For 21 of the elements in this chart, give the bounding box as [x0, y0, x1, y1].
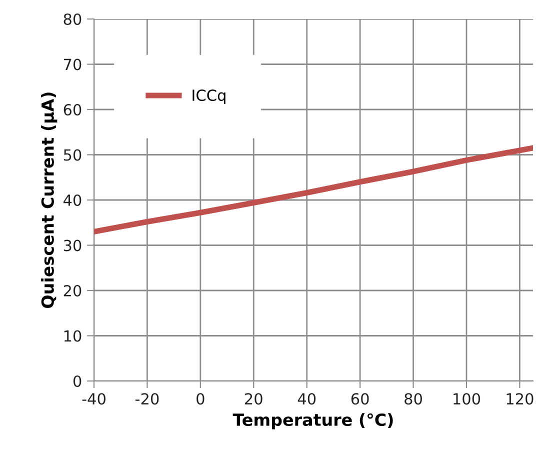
y-tick-label: 50: [64, 149, 82, 161]
x-tick-label: 80: [404, 393, 422, 405]
x-tick-label: 40: [298, 393, 316, 405]
x-tick-label: 100: [454, 393, 480, 405]
y-tick-label: 10: [64, 330, 82, 342]
y-tick-label: 80: [64, 13, 82, 26]
x-tick-label: 20: [245, 393, 262, 405]
x-tick-label: -20: [135, 393, 159, 405]
legend-label: ICCq: [192, 89, 226, 104]
y-tick-label: 40: [64, 194, 82, 206]
y-tick-label: 20: [64, 284, 82, 297]
x-tick-label: 60: [351, 393, 369, 405]
x-tick-label: 0: [196, 393, 204, 405]
x-tick-label: -40: [82, 393, 106, 405]
y-tick-label: 70: [64, 58, 82, 70]
y-tick-label: 30: [64, 240, 82, 252]
y-tick-label: 0: [73, 375, 82, 388]
y-tick-label: 60: [64, 104, 82, 116]
x-axis-title: Temperature (°C): [232, 413, 393, 430]
y-axis-title: Quiescent Current (µA): [41, 92, 58, 308]
x-tick-label: 120: [506, 393, 534, 405]
